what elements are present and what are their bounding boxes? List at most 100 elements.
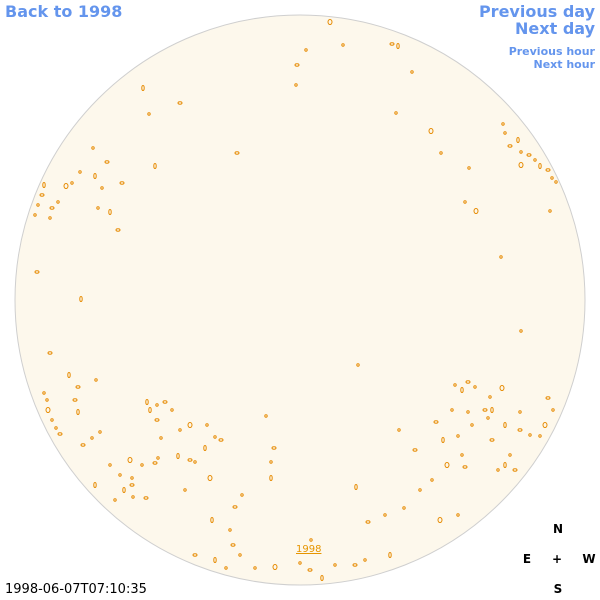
feature-contour xyxy=(93,173,97,179)
feature-contour xyxy=(159,436,163,440)
feature-contour xyxy=(444,462,450,468)
feature-contour xyxy=(67,372,71,378)
feature-contour xyxy=(507,144,513,148)
feature-contour xyxy=(224,566,228,570)
feature-contour xyxy=(503,131,507,135)
next-day-link[interactable]: Next day xyxy=(515,19,595,38)
feature-contour xyxy=(501,122,505,126)
feature-contour xyxy=(118,473,122,477)
feature-contour xyxy=(228,528,232,532)
feature-contour xyxy=(156,456,160,460)
feature-contour xyxy=(503,422,507,428)
feature-contour xyxy=(108,209,112,215)
feature-contour xyxy=(72,398,78,402)
feature-contour xyxy=(63,183,69,189)
feature-contour xyxy=(456,513,460,517)
feature-contour xyxy=(187,458,193,462)
feature-contour xyxy=(363,558,367,562)
feature-contour xyxy=(428,128,434,134)
feature-contour xyxy=(153,163,157,169)
feature-contour xyxy=(45,407,51,413)
feature-contour xyxy=(108,463,112,467)
feature-contour xyxy=(516,137,520,143)
feature-contour xyxy=(90,436,94,440)
feature-contour xyxy=(162,400,168,404)
feature-contour xyxy=(508,453,512,457)
feature-contour xyxy=(187,422,193,428)
feature-contour xyxy=(45,398,49,402)
feature-contour xyxy=(462,465,468,469)
feature-contour xyxy=(213,435,217,439)
feature-contour xyxy=(131,495,135,499)
feature-contour xyxy=(499,385,505,391)
previous-day-link[interactable]: Previous day xyxy=(478,2,595,21)
feature-contour xyxy=(203,445,207,451)
feature-contour xyxy=(271,446,277,450)
feature-contour xyxy=(467,166,471,170)
feature-contour xyxy=(93,482,97,488)
feature-contour xyxy=(486,416,490,420)
feature-contour xyxy=(115,228,121,232)
feature-contour xyxy=(141,85,145,91)
feature-contour xyxy=(418,488,422,492)
feature-contour xyxy=(441,437,445,443)
feature-contour xyxy=(294,83,298,87)
feature-contour xyxy=(518,410,522,414)
feature-contour xyxy=(213,557,217,563)
image-label-link[interactable]: 1998 xyxy=(296,544,322,555)
feature-contour xyxy=(538,434,542,438)
feature-contour xyxy=(57,432,63,436)
feature-contour xyxy=(439,151,443,155)
feature-contour xyxy=(210,517,214,523)
feature-contour xyxy=(490,407,494,413)
feature-contour xyxy=(170,408,174,412)
feature-contour xyxy=(473,385,477,389)
feature-contour xyxy=(218,438,224,442)
feature-contour xyxy=(466,410,470,414)
compass-center: + xyxy=(551,552,563,566)
feature-contour xyxy=(36,203,40,207)
feature-contour xyxy=(155,403,159,407)
feature-contour xyxy=(388,552,392,558)
feature-contour xyxy=(460,453,464,457)
next-hour-link[interactable]: Next hour xyxy=(533,58,596,71)
feature-contour xyxy=(489,438,495,442)
feature-contour xyxy=(80,443,86,447)
feature-contour xyxy=(307,568,313,572)
feature-contour xyxy=(320,575,324,581)
solar-disk xyxy=(14,14,586,586)
feature-contour xyxy=(113,498,117,502)
compass-west: W xyxy=(582,552,596,566)
feature-contour xyxy=(33,213,37,217)
previous-hour-link[interactable]: Previous hour xyxy=(508,45,595,58)
feature-contour xyxy=(39,193,45,197)
feature-contour xyxy=(430,478,434,482)
feature-contour xyxy=(542,422,548,428)
feature-contour xyxy=(176,453,180,459)
feature-contour xyxy=(47,351,53,355)
feature-contour xyxy=(78,170,82,174)
feature-contour xyxy=(100,186,104,190)
feature-contour xyxy=(42,391,46,395)
feature-contour xyxy=(496,468,500,472)
feature-contour xyxy=(34,270,40,274)
feature-contour xyxy=(152,461,158,465)
feature-contour xyxy=(460,387,464,393)
feature-contour xyxy=(545,396,551,400)
feature-contour xyxy=(154,418,160,422)
back-link[interactable]: Back to 1998 xyxy=(5,2,123,21)
feature-contour xyxy=(327,19,333,25)
feature-contour xyxy=(526,153,532,157)
feature-contour xyxy=(465,380,471,384)
feature-contour xyxy=(470,423,474,427)
feature-contour xyxy=(554,180,558,184)
feature-contour xyxy=(550,176,554,180)
feature-contour xyxy=(309,538,313,542)
feature-contour xyxy=(205,423,209,427)
feature-contour xyxy=(397,428,401,432)
feature-contour xyxy=(269,460,273,464)
feature-contour xyxy=(333,563,337,567)
feature-contour xyxy=(147,112,151,116)
feature-contour xyxy=(341,43,345,47)
